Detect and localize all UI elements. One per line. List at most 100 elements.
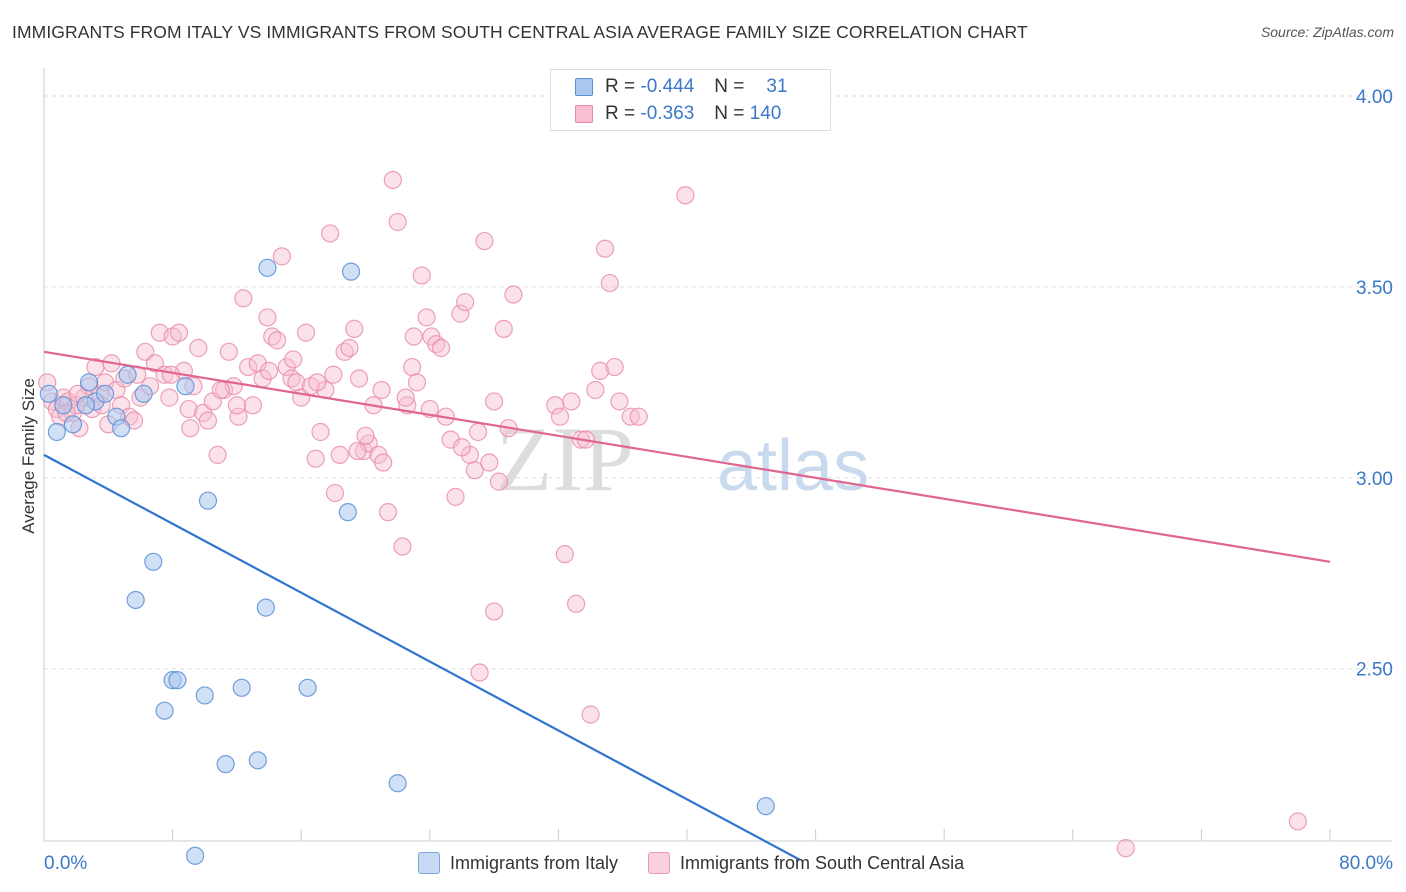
asia-point [372,380,391,400]
asia-point [169,323,189,342]
legend-n-value: 140 [749,103,782,124]
asia-point [393,537,412,556]
series-asia-points [38,170,1307,858]
asia-point [308,373,327,392]
asia-point [267,331,287,350]
asia-point [396,388,415,407]
asia-point [676,186,695,205]
asia-point [284,350,303,369]
asia-point [417,308,436,327]
asia-point [456,293,475,312]
asia-point [403,357,422,377]
bottom-legend-swatch-italy [418,852,440,874]
asia-point [374,453,393,472]
asia-point [470,663,489,682]
asia-point [321,224,340,243]
asia-trend-line [43,350,1331,563]
italy-point [112,419,131,438]
bottom-legend: Immigrants from Italy Immigrants from So… [418,852,994,874]
asia-point [388,212,407,232]
bottom-legend-item-italy: Immigrants from Italy [418,852,618,874]
asia-point [485,392,504,411]
grid-lines [44,95,1392,670]
asia-point [325,483,345,503]
asia-point [208,445,227,464]
italy-point [258,258,277,277]
bottom-legend-label-asia: Immigrants from South Central Asia [680,852,965,873]
italy-trend-line [43,453,801,861]
asia-point [555,545,574,564]
legend-r-label: R = [605,103,636,124]
bottom-legend-swatch-asia [648,852,671,874]
italy-point [216,755,235,774]
italy-point [76,396,95,415]
y-tick-label: 3.50 [1356,278,1393,299]
axes [43,68,1392,842]
asia-point [330,445,349,464]
asia-point [586,380,605,400]
italy-point [144,552,163,571]
series-italy-points [39,258,775,865]
asia-point [277,357,296,377]
asia-point [407,373,427,392]
italy-point [176,377,195,396]
asia-point [378,503,398,522]
asia-point [600,273,619,293]
asia-point [324,365,343,384]
asia-point [446,487,465,506]
source-credit: Source: ZipAtlas.com [1260,24,1394,40]
asia-point [179,399,198,419]
italy-point [198,491,218,510]
asia-point [451,304,470,323]
chart-title: IMMIGRANTS FROM ITALY VS IMMIGRANTS FROM… [12,22,1028,42]
asia-point [431,338,451,358]
asia-point [629,407,648,426]
asia-point [1116,839,1135,858]
bottom-legend-item-asia: Immigrants from South Central Asia [648,852,964,874]
asia-point [345,319,364,338]
italy-point [186,846,205,865]
italy-point [63,415,83,434]
asia-point [259,361,279,380]
asia-point [198,411,218,430]
asia-point [595,239,615,258]
asia-point [468,422,488,442]
asia-point [211,380,230,400]
italy-point [39,384,58,403]
italy-point [338,503,357,522]
asia-point [452,438,472,457]
watermark: ZIP atlas [496,408,869,510]
legend-n-label: N = [714,103,745,124]
italy-point [47,422,66,442]
italy-point [155,701,174,720]
asia-point [356,426,375,445]
italy-point [134,384,153,403]
legend-r-label: R = [605,76,636,97]
asia-point [465,461,484,480]
italy-point [341,262,361,281]
italy-point [95,384,115,403]
asia-point [243,396,263,415]
asia-point [219,342,238,361]
italy-point [256,598,275,617]
asia-point [404,327,423,346]
stats-legend: R = -0.444 N = 31 R = -0.363 N = 140 [550,69,831,131]
italy-point [756,797,775,816]
italy-point [298,678,317,697]
legend-swatch-italy [575,78,593,96]
asia-point [340,338,359,358]
bottom-legend-label-italy: Immigrants from Italy [450,852,619,873]
legend-row-italy: R = -0.444 N = 31 [575,75,788,99]
asia-point [234,289,253,308]
italy-point [248,751,267,770]
y-tick-label: 2.50 [1356,660,1393,681]
asia-point [562,392,581,411]
italy-point [79,373,99,392]
x-tick-label: 0.0% [44,853,87,874]
asia-point [489,472,509,491]
y-tick-label: 4.00 [1356,87,1393,108]
italy-point [118,365,137,384]
asia-point [161,365,181,384]
asia-point [610,392,629,411]
